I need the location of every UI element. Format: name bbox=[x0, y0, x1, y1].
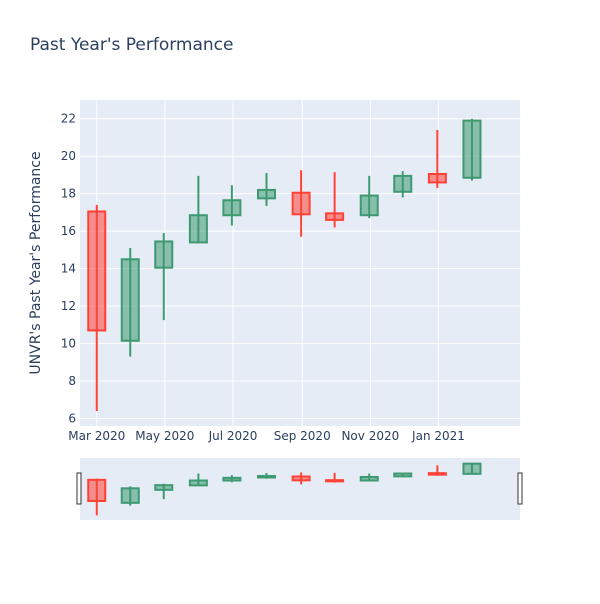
candle-body bbox=[291, 191, 311, 216]
range-slider-left-handle[interactable] bbox=[76, 472, 82, 505]
range-slider[interactable] bbox=[80, 458, 520, 520]
x-tick-label: Mar 2020 bbox=[68, 429, 125, 443]
candle-increasing[interactable] bbox=[462, 118, 482, 181]
candle-increasing[interactable] bbox=[120, 248, 140, 357]
candle-body bbox=[222, 199, 242, 217]
candle-decreasing[interactable] bbox=[291, 170, 311, 237]
candle-body bbox=[427, 173, 447, 184]
slider-candle bbox=[256, 473, 276, 479]
candle-body bbox=[154, 240, 174, 269]
y-tick-label: 22 bbox=[61, 112, 76, 126]
slider-candle bbox=[427, 465, 447, 476]
y-tick-label: 8 bbox=[68, 374, 76, 388]
y-tick-label: 12 bbox=[61, 299, 76, 313]
x-tick-label: Jul 2020 bbox=[208, 429, 258, 443]
slider-candle-body bbox=[359, 476, 379, 482]
y-tick-label: 6 bbox=[68, 412, 76, 426]
x-tick-label: May 2020 bbox=[135, 429, 194, 443]
slider-candle-body bbox=[427, 472, 447, 476]
y-axis: 6 8 10 12 14 16 18 20 22 bbox=[61, 112, 76, 426]
candle-increasing[interactable] bbox=[154, 233, 174, 321]
candle-increasing[interactable] bbox=[256, 173, 276, 206]
candle-decreasing[interactable] bbox=[325, 172, 345, 228]
candle-increasing[interactable] bbox=[393, 171, 413, 198]
slider-candle bbox=[87, 478, 107, 516]
candle-increasing[interactable] bbox=[222, 185, 242, 226]
candle-body bbox=[393, 174, 413, 193]
x-tick-label: Jan 2021 bbox=[411, 429, 465, 443]
grid bbox=[80, 100, 520, 426]
candle-body bbox=[325, 212, 345, 221]
candle-body bbox=[462, 119, 482, 179]
x-tick-label: Sep 2020 bbox=[274, 429, 331, 443]
slider-candle bbox=[291, 472, 311, 485]
slider-candle bbox=[325, 472, 345, 483]
candle-body bbox=[87, 210, 107, 332]
slider-candle bbox=[359, 473, 379, 482]
slider-candle-body bbox=[120, 487, 140, 504]
slider-candle-body bbox=[291, 475, 311, 482]
candle-body bbox=[359, 194, 379, 217]
candle-decreasing[interactable] bbox=[87, 204, 107, 412]
y-tick-label: 10 bbox=[61, 337, 76, 351]
candle-increasing[interactable] bbox=[359, 175, 379, 219]
candles bbox=[87, 118, 482, 412]
slider-candle bbox=[222, 475, 242, 483]
slider-candle bbox=[188, 473, 208, 487]
candle-increasing[interactable] bbox=[188, 175, 208, 244]
x-tick-label: Nov 2020 bbox=[341, 429, 399, 443]
slider-candle-body bbox=[393, 472, 413, 478]
chart-title: Past Year's Performance bbox=[30, 35, 234, 55]
candle-decreasing[interactable] bbox=[427, 129, 447, 189]
slider-candle-body bbox=[325, 479, 345, 483]
y-axis-title: UNVR's Past Year's Performance bbox=[28, 151, 44, 374]
y-tick-label: 20 bbox=[61, 149, 76, 163]
x-axis: Mar 2020 May 2020 Jul 2020 Sep 2020 Nov 2020… bbox=[68, 429, 465, 443]
candle-body bbox=[188, 214, 208, 244]
candle-body bbox=[256, 188, 276, 200]
y-tick-label: 18 bbox=[61, 187, 76, 201]
range-slider-candles bbox=[87, 462, 482, 516]
slider-candle bbox=[393, 472, 413, 478]
slider-candle-body bbox=[87, 478, 107, 503]
slider-candle-body bbox=[256, 475, 276, 479]
slider-candle-body bbox=[154, 484, 174, 491]
slider-candle bbox=[154, 483, 174, 500]
plot-area bbox=[80, 100, 520, 426]
range-slider-right-handle[interactable] bbox=[517, 472, 523, 505]
slider-candle-body bbox=[188, 479, 208, 487]
slider-candle bbox=[120, 486, 140, 506]
candle-body bbox=[120, 258, 140, 342]
y-tick-label: 16 bbox=[61, 224, 76, 238]
slider-candle-body bbox=[462, 462, 482, 475]
slider-candle bbox=[462, 462, 482, 475]
y-tick-label: 14 bbox=[61, 262, 76, 276]
slider-candle-body bbox=[222, 476, 242, 482]
